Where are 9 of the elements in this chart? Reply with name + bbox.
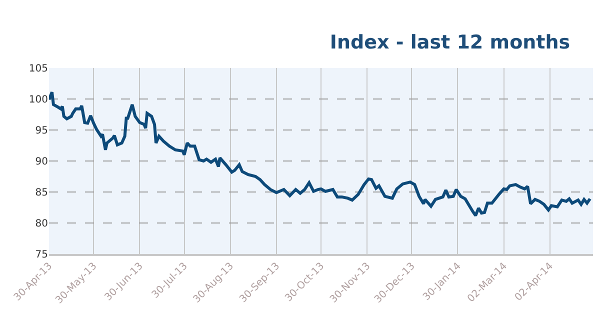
y-tick-label: 90 <box>35 156 48 168</box>
y-tick-label: 75 <box>35 250 48 260</box>
line-series <box>49 90 592 218</box>
y-tick-label: 100 <box>28 94 48 106</box>
chart-title: Index - last 12 months <box>330 31 570 54</box>
y-tick-label: 105 <box>28 64 48 74</box>
y-tick-label: 85 <box>35 188 48 198</box>
y-tick-label: 95 <box>35 126 48 136</box>
y-tick-label: 80 <box>35 218 48 230</box>
